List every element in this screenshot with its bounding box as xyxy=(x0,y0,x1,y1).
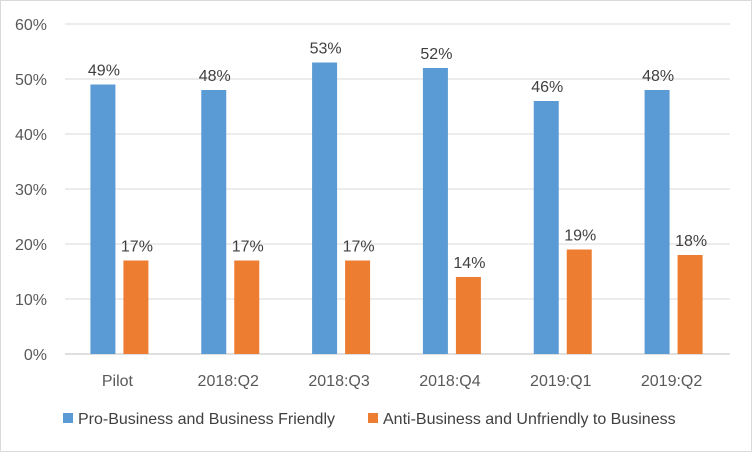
y-tick-label: 60% xyxy=(15,17,47,34)
y-tick-label: 10% xyxy=(15,292,47,309)
data-label: 18% xyxy=(675,233,707,250)
bars xyxy=(90,62,703,354)
bar-series-1-3 xyxy=(422,68,448,354)
data-label: 19% xyxy=(564,228,596,245)
y-tick-label: 40% xyxy=(15,127,47,144)
legend-swatch xyxy=(63,413,73,423)
x-tick-label: 2018:Q4 xyxy=(419,373,480,390)
x-tick-label: 2018:Q2 xyxy=(198,373,259,390)
bar-series-1-5 xyxy=(644,90,670,354)
data-label: 17% xyxy=(232,239,264,256)
gridlines xyxy=(65,23,730,355)
bar-series-2-0 xyxy=(123,260,149,354)
x-tick-label: Pilot xyxy=(102,373,134,390)
x-tick-label: 2019:Q2 xyxy=(641,373,702,390)
bar-series-2-5 xyxy=(677,255,703,354)
y-tick-label: 20% xyxy=(15,237,47,254)
bar-series-2-4 xyxy=(566,249,592,354)
bar-series-1-4 xyxy=(533,101,559,354)
y-tick-label: 50% xyxy=(15,72,47,89)
legend-swatch xyxy=(368,413,378,423)
bar-series-1-2 xyxy=(312,62,338,354)
data-label: 48% xyxy=(199,68,231,85)
data-label: 14% xyxy=(453,255,485,272)
data-label: 17% xyxy=(343,239,375,256)
x-axis-ticks: Pilot 2018:Q2 2018:Q3 2018:Q4 2019:Q1 2019:Q2 xyxy=(102,373,703,390)
x-tick-label: 2019:Q1 xyxy=(530,373,591,390)
data-labels: 49% 17% 48% 17% 53% 17% 52% 14% 46% 19% 48% 18% xyxy=(88,41,707,273)
bar-series-2-2 xyxy=(345,260,371,354)
data-label: 17% xyxy=(121,239,153,256)
x-tick-label: 2018:Q3 xyxy=(308,373,369,390)
data-label: 48% xyxy=(642,68,674,85)
legend-label: Pro-Business and Business Friendly xyxy=(78,411,335,428)
y-tick-label: 30% xyxy=(15,182,47,199)
data-label: 46% xyxy=(531,79,563,96)
data-label: 53% xyxy=(310,41,342,58)
legend: Pro-Business and Business Friendly Anti-B… xyxy=(63,411,676,428)
legend-label: Anti-Business and Unfriendly to Business xyxy=(383,411,676,428)
bar-series-1-1 xyxy=(201,90,227,354)
bar-series-2-1 xyxy=(234,260,260,354)
y-tick-label: 0% xyxy=(24,347,47,364)
bar-series-1-0 xyxy=(90,84,116,354)
bar-series-2-3 xyxy=(455,277,481,354)
y-axis-ticks: 0% 10% 20% 30% 40% 50% 60% xyxy=(15,17,47,364)
data-label: 49% xyxy=(88,63,120,80)
data-label: 52% xyxy=(420,46,452,63)
